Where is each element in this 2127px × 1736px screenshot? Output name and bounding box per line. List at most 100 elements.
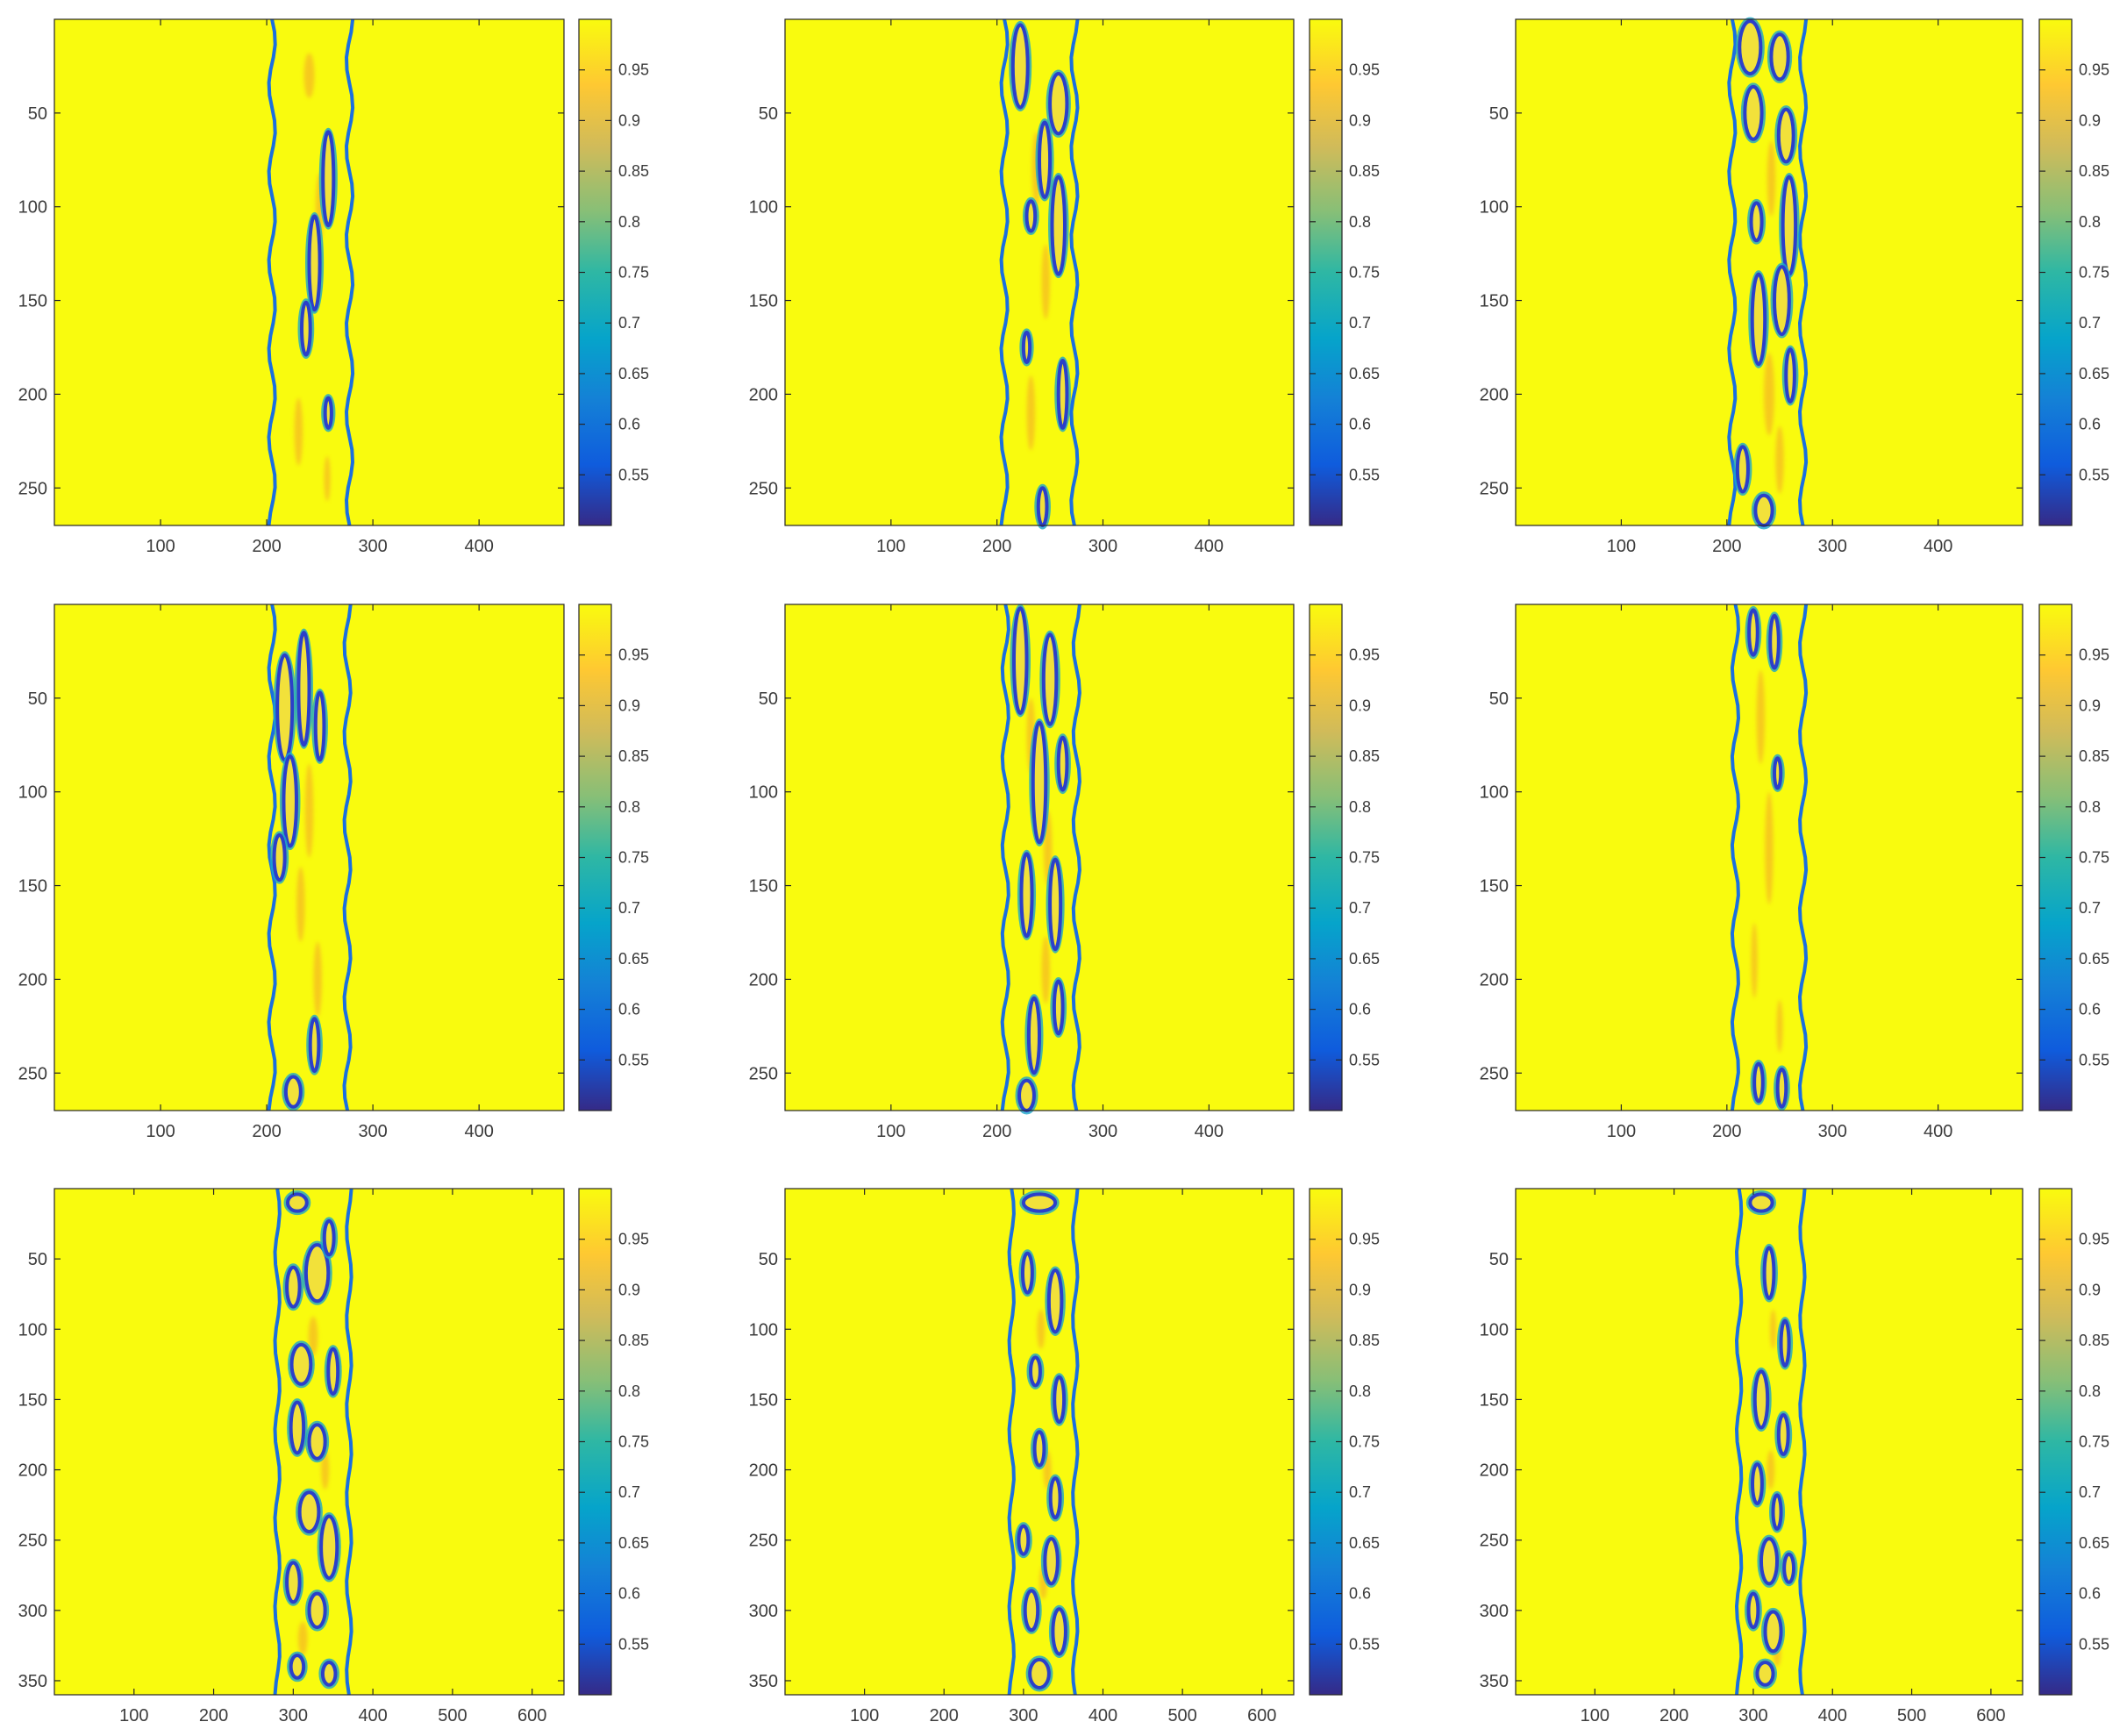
- warm-spot: [1037, 1309, 1046, 1349]
- colorbar-tick-label: 0.65: [1349, 950, 1380, 968]
- colorbar: 0.55 0.6 0.65 0.7 0.75 0.8 0.85 0.9 0.95: [1309, 604, 1380, 1111]
- contour-ring: [300, 300, 312, 357]
- y-tick-label: 100: [18, 1320, 47, 1340]
- x-tick-label: 500: [438, 1706, 467, 1725]
- contour-ring: [1028, 1657, 1051, 1690]
- x-tick-label: 200: [252, 537, 281, 556]
- colorbar-tick-label: 0.8: [1349, 1382, 1371, 1400]
- contour-ring: [322, 1218, 336, 1257]
- colorbar-tick-label: 0.7: [618, 1483, 640, 1501]
- y-tick-label: 200: [749, 970, 778, 989]
- colorbar-tick-label: 0.55: [618, 1051, 649, 1068]
- axes-frame: [54, 18, 565, 526]
- colorbar-tick-label: 0.7: [1349, 1483, 1371, 1501]
- colorbar-tick-label: 0.8: [618, 213, 640, 231]
- colorbar-tick-label: 0.75: [618, 1433, 649, 1451]
- colorbar-tick-label: 0.95: [618, 61, 649, 79]
- x-tick-label: 400: [464, 537, 493, 556]
- colorbar-tick-label: 0.95: [2079, 61, 2109, 79]
- contour-ring: [297, 1490, 321, 1534]
- heatmap-panel-r2c2: 100 200 300 400 50 100 150 200 250 0.55 0.6 0.65 0.7…: [749, 604, 1380, 1141]
- contour-ring: [1776, 107, 1795, 164]
- x-tick-label: 200: [982, 1122, 1011, 1141]
- contour-ring: [1773, 756, 1783, 790]
- heatmap-panel-r3c3: 100 200 300 400 500 600 50 100 150 200 250 300 350 0.…: [1480, 1188, 2109, 1725]
- warm-spot: [313, 941, 323, 1018]
- contour-ring: [1738, 19, 1763, 75]
- contour-outer: [1018, 1249, 1037, 1297]
- x-tick-label: 200: [930, 1706, 959, 1725]
- x-tick-label: 100: [1607, 1122, 1636, 1141]
- contour-ring: [313, 690, 326, 762]
- contour-ring: [1050, 175, 1067, 276]
- y-tick-label: 250: [1480, 1532, 1509, 1551]
- contour-outer: [1774, 1065, 1790, 1111]
- contour-outer: [1735, 17, 1765, 78]
- contour-ring: [285, 1561, 302, 1604]
- contour-outer: [287, 1651, 308, 1682]
- contour-ring: [1019, 852, 1034, 939]
- contour-outer: [282, 1263, 304, 1311]
- y-tick-label: 50: [759, 1250, 778, 1269]
- colorbar-tick-label: 0.95: [618, 1231, 649, 1248]
- warm-spot: [1041, 244, 1051, 319]
- axes-frame: [784, 604, 1295, 1111]
- warm-spot: [303, 53, 315, 98]
- contour-ring: [1776, 1413, 1790, 1456]
- contour-ring: [285, 1265, 302, 1309]
- x-tick-label: 400: [1195, 537, 1224, 556]
- y-tick-label: 200: [1480, 385, 1509, 404]
- x-tick-label: 600: [1247, 1706, 1276, 1725]
- colorbar-tick-label: 0.55: [1349, 466, 1380, 483]
- contour-ring: [285, 1192, 309, 1213]
- warm-spot: [1765, 791, 1774, 904]
- colorbar-tick-label: 0.65: [2079, 1534, 2109, 1552]
- contour-outer: [302, 1240, 332, 1305]
- colorbar-tick-label: 0.6: [1349, 1585, 1371, 1603]
- colorbar: 0.55 0.6 0.65 0.7 0.75 0.8 0.85 0.9 0.95: [2038, 604, 2109, 1111]
- axes-frame: [54, 1188, 565, 1696]
- contour-outer: [1009, 20, 1032, 111]
- contour-ring: [1784, 347, 1796, 404]
- colorbar-tick-label: 0.65: [2079, 365, 2109, 382]
- colorbar: 0.55 0.6 0.65 0.7 0.75 0.8 0.85 0.9 0.95: [578, 604, 649, 1111]
- colorbar-tick-label: 0.9: [1349, 1281, 1371, 1298]
- colorbar-tick-label: 0.55: [2079, 1051, 2109, 1068]
- colorbar-tick-label: 0.75: [1349, 264, 1380, 282]
- y-tick-label: 250: [18, 1064, 47, 1083]
- contour-outer: [1015, 1076, 1039, 1115]
- contour-ring: [1748, 1192, 1774, 1213]
- colorbar: 0.55 0.6 0.65 0.7 0.75 0.8 0.85 0.9 0.95: [2038, 18, 2109, 526]
- y-tick-label: 150: [18, 292, 47, 311]
- colorbar-tick-label: 0.7: [2079, 1483, 2101, 1501]
- x-tick-label: 500: [1167, 1706, 1196, 1725]
- contour-ring: [1749, 201, 1764, 243]
- contour-outer: [1757, 1534, 1781, 1588]
- contour-ring: [1052, 979, 1065, 1036]
- warm-spot: [1775, 425, 1784, 494]
- axes-frame: [1515, 604, 2024, 1111]
- colorbar-tick-label: 0.95: [2079, 647, 2109, 664]
- colorbar-tick-label: 0.55: [618, 466, 649, 483]
- x-tick-label: 600: [517, 1706, 546, 1725]
- band-right-edge: [1071, 604, 1081, 1111]
- y-tick-label: 100: [1480, 783, 1509, 803]
- contour-ring: [1769, 32, 1790, 82]
- y-tick-label: 250: [18, 479, 47, 498]
- contour-ring: [1048, 1476, 1062, 1520]
- colorbar-tick-label: 0.9: [618, 1281, 640, 1298]
- contour-outer: [1760, 1243, 1778, 1303]
- y-tick-label: 150: [749, 292, 778, 311]
- colorbar-tick-label: 0.55: [618, 1635, 649, 1653]
- y-tick-label: 50: [1489, 104, 1509, 124]
- contour-outer: [270, 831, 289, 884]
- contour-outer: [306, 1014, 323, 1075]
- colorbar: 0.55 0.6 0.65 0.7 0.75 0.8 0.85 0.9 0.95: [1309, 18, 1380, 526]
- colorbar-tick-label: 0.75: [618, 264, 649, 282]
- x-tick-label: 300: [358, 1122, 387, 1141]
- x-tick-label: 100: [119, 1706, 148, 1725]
- x-tick-label: 400: [1088, 1706, 1117, 1725]
- x-tick-label: 100: [1607, 537, 1636, 556]
- contour-ring: [1029, 1355, 1042, 1388]
- warm-spot: [297, 1621, 308, 1656]
